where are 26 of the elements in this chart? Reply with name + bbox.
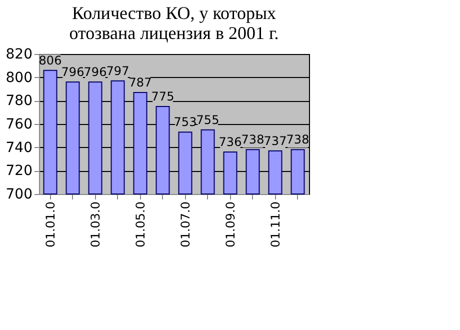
x-tick-label: 01.01.0 <box>43 202 58 248</box>
x-tick-label: 01.07.0 <box>178 202 192 248</box>
y-tick-label: 820 <box>6 46 32 62</box>
x-tick-label: 01.11.0 <box>268 202 282 248</box>
y-tick-label: 800 <box>6 70 32 86</box>
y-tick-label: 700 <box>6 186 32 202</box>
data-label: 797 <box>106 64 130 78</box>
data-label: 787 <box>128 76 152 90</box>
y-tick-label: 760 <box>6 116 32 132</box>
chart-title: Количество КО, у которых отозвана лицензия в 2001 г. <box>69 3 279 43</box>
data-label: 806 <box>38 53 62 68</box>
data-label: 796 <box>84 65 107 79</box>
x-tick-label: 01.09.0 <box>223 202 238 248</box>
data-label: 738 <box>286 132 310 147</box>
data-label: 737 <box>264 134 287 148</box>
y-tick-label: 720 <box>6 163 32 180</box>
x-tick-label: 01.05.0 <box>133 202 148 248</box>
data-label: 736 <box>218 135 242 149</box>
y-tick-label: 740 <box>6 140 32 156</box>
data-label: 753 <box>174 115 197 130</box>
data-label: 738 <box>241 132 264 147</box>
data-label: 755 <box>196 112 220 127</box>
data-label: 796 <box>61 65 84 79</box>
x-tick-label: 01.03.0 <box>88 202 102 248</box>
y-tick-label: 780 <box>6 93 32 110</box>
data-label: 775 <box>151 90 174 104</box>
